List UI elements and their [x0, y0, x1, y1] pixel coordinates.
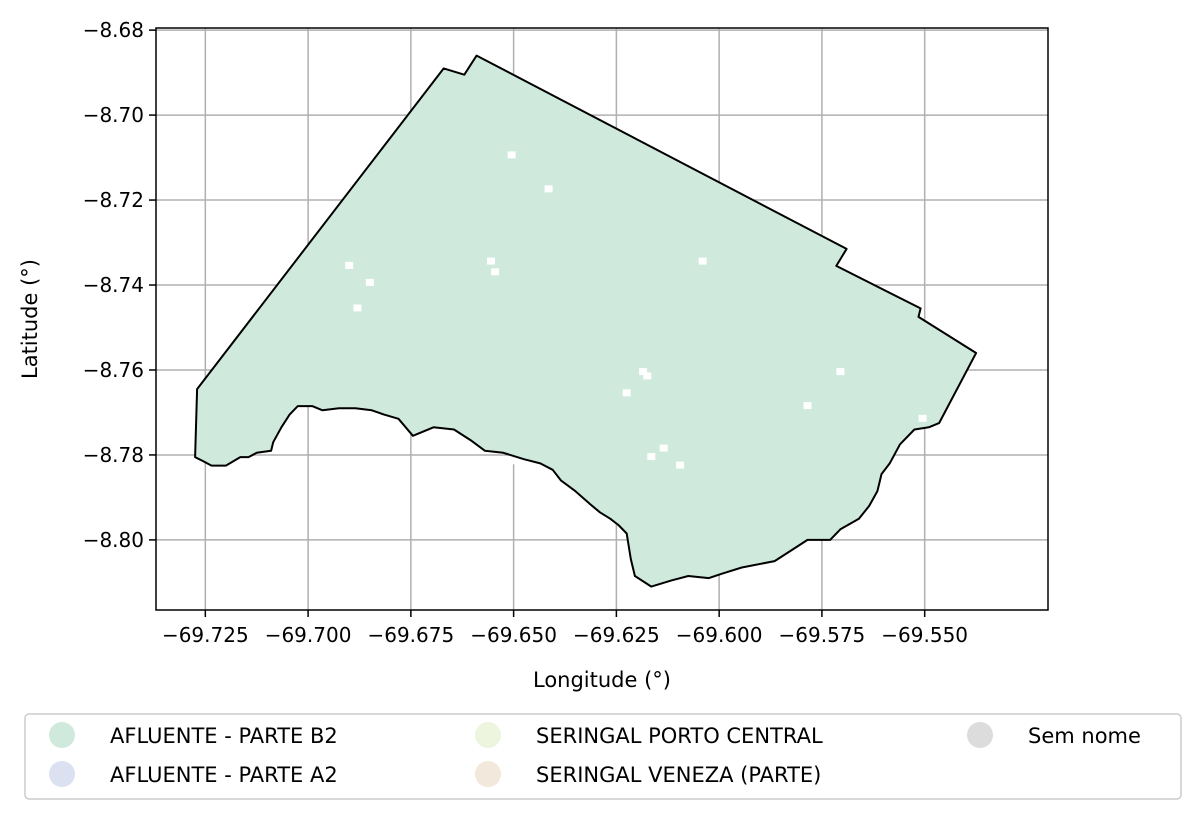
- coverage-gap: [639, 368, 648, 376]
- coverage-gap: [918, 414, 927, 422]
- y-tick-label: −8.74: [83, 273, 144, 297]
- x-axis-label: Longitude (°): [533, 668, 671, 692]
- coverage-gap: [365, 278, 374, 286]
- coverage-gap: [643, 372, 652, 380]
- coverage-gap: [676, 461, 685, 469]
- legend-label: SERINGAL VENEZA (PARTE): [536, 763, 821, 787]
- coverage-gap: [659, 444, 668, 452]
- y-tick-label: −8.70: [83, 103, 144, 127]
- y-tick-label: −8.68: [83, 18, 144, 42]
- coverage-gap: [622, 389, 631, 397]
- legend-marker: [49, 761, 75, 787]
- x-tick-label: −69.675: [367, 623, 454, 647]
- coverage-gap: [803, 402, 812, 410]
- x-tick-label: −69.725: [162, 623, 249, 647]
- x-tick-label: −69.550: [881, 623, 968, 647]
- axes-frame: [155, 27, 1049, 611]
- x-tick-label: −69.600: [676, 623, 763, 647]
- coverage-gap: [345, 261, 354, 269]
- legend-label: AFLUENTE - PARTE B2: [110, 724, 338, 748]
- legend-marker: [475, 722, 501, 748]
- x-ticks: −69.725 −69.700 −69.675 −69.650 −69.625 −69.6…: [162, 610, 968, 647]
- map-polygon-layer: [194, 54, 978, 588]
- coverage-gap: [322, 130, 331, 138]
- coverage-gap: [836, 368, 845, 376]
- legend-marker: [475, 761, 501, 787]
- area-polygon-outline: [194, 54, 978, 588]
- coverage-gap: [507, 457, 516, 465]
- legend: AFLUENTE - PARTE B2 AFLUENTE - PARTE A2 SE…: [24, 713, 1182, 800]
- legend-marker: [967, 722, 993, 748]
- y-tick-label: −8.80: [83, 528, 144, 552]
- y-ticks: −8.68 −8.70 −8.72 −8.74 −8.76 −8.78 −8.80: [83, 18, 156, 552]
- legend-label: Sem nome: [1028, 724, 1141, 748]
- legend-label: AFLUENTE - PARTE A2: [110, 763, 338, 787]
- legend-label: SERINGAL PORTO CENTRAL: [536, 724, 823, 748]
- x-tick-label: −69.575: [779, 623, 866, 647]
- coverage-gap: [647, 453, 656, 461]
- legend-marker: [49, 722, 75, 748]
- coverage-gap: [507, 151, 516, 159]
- coverage-gap: [544, 185, 553, 193]
- legend-frame: [24, 713, 1182, 800]
- y-tick-label: −8.72: [83, 188, 144, 212]
- coverage-gap: [698, 257, 707, 265]
- x-tick-label: −69.650: [470, 623, 557, 647]
- coverage-gap: [487, 257, 495, 265]
- y-tick-label: −8.78: [83, 443, 144, 467]
- x-tick-label: −69.700: [265, 623, 352, 647]
- x-tick-label: −69.625: [573, 623, 660, 647]
- coverage-gap: [491, 268, 500, 276]
- y-axis-label: Latitude (°): [18, 259, 42, 379]
- area-polygon-fill: [195, 55, 977, 587]
- y-tick-label: −8.76: [83, 358, 144, 382]
- coverage-gap: [353, 304, 362, 312]
